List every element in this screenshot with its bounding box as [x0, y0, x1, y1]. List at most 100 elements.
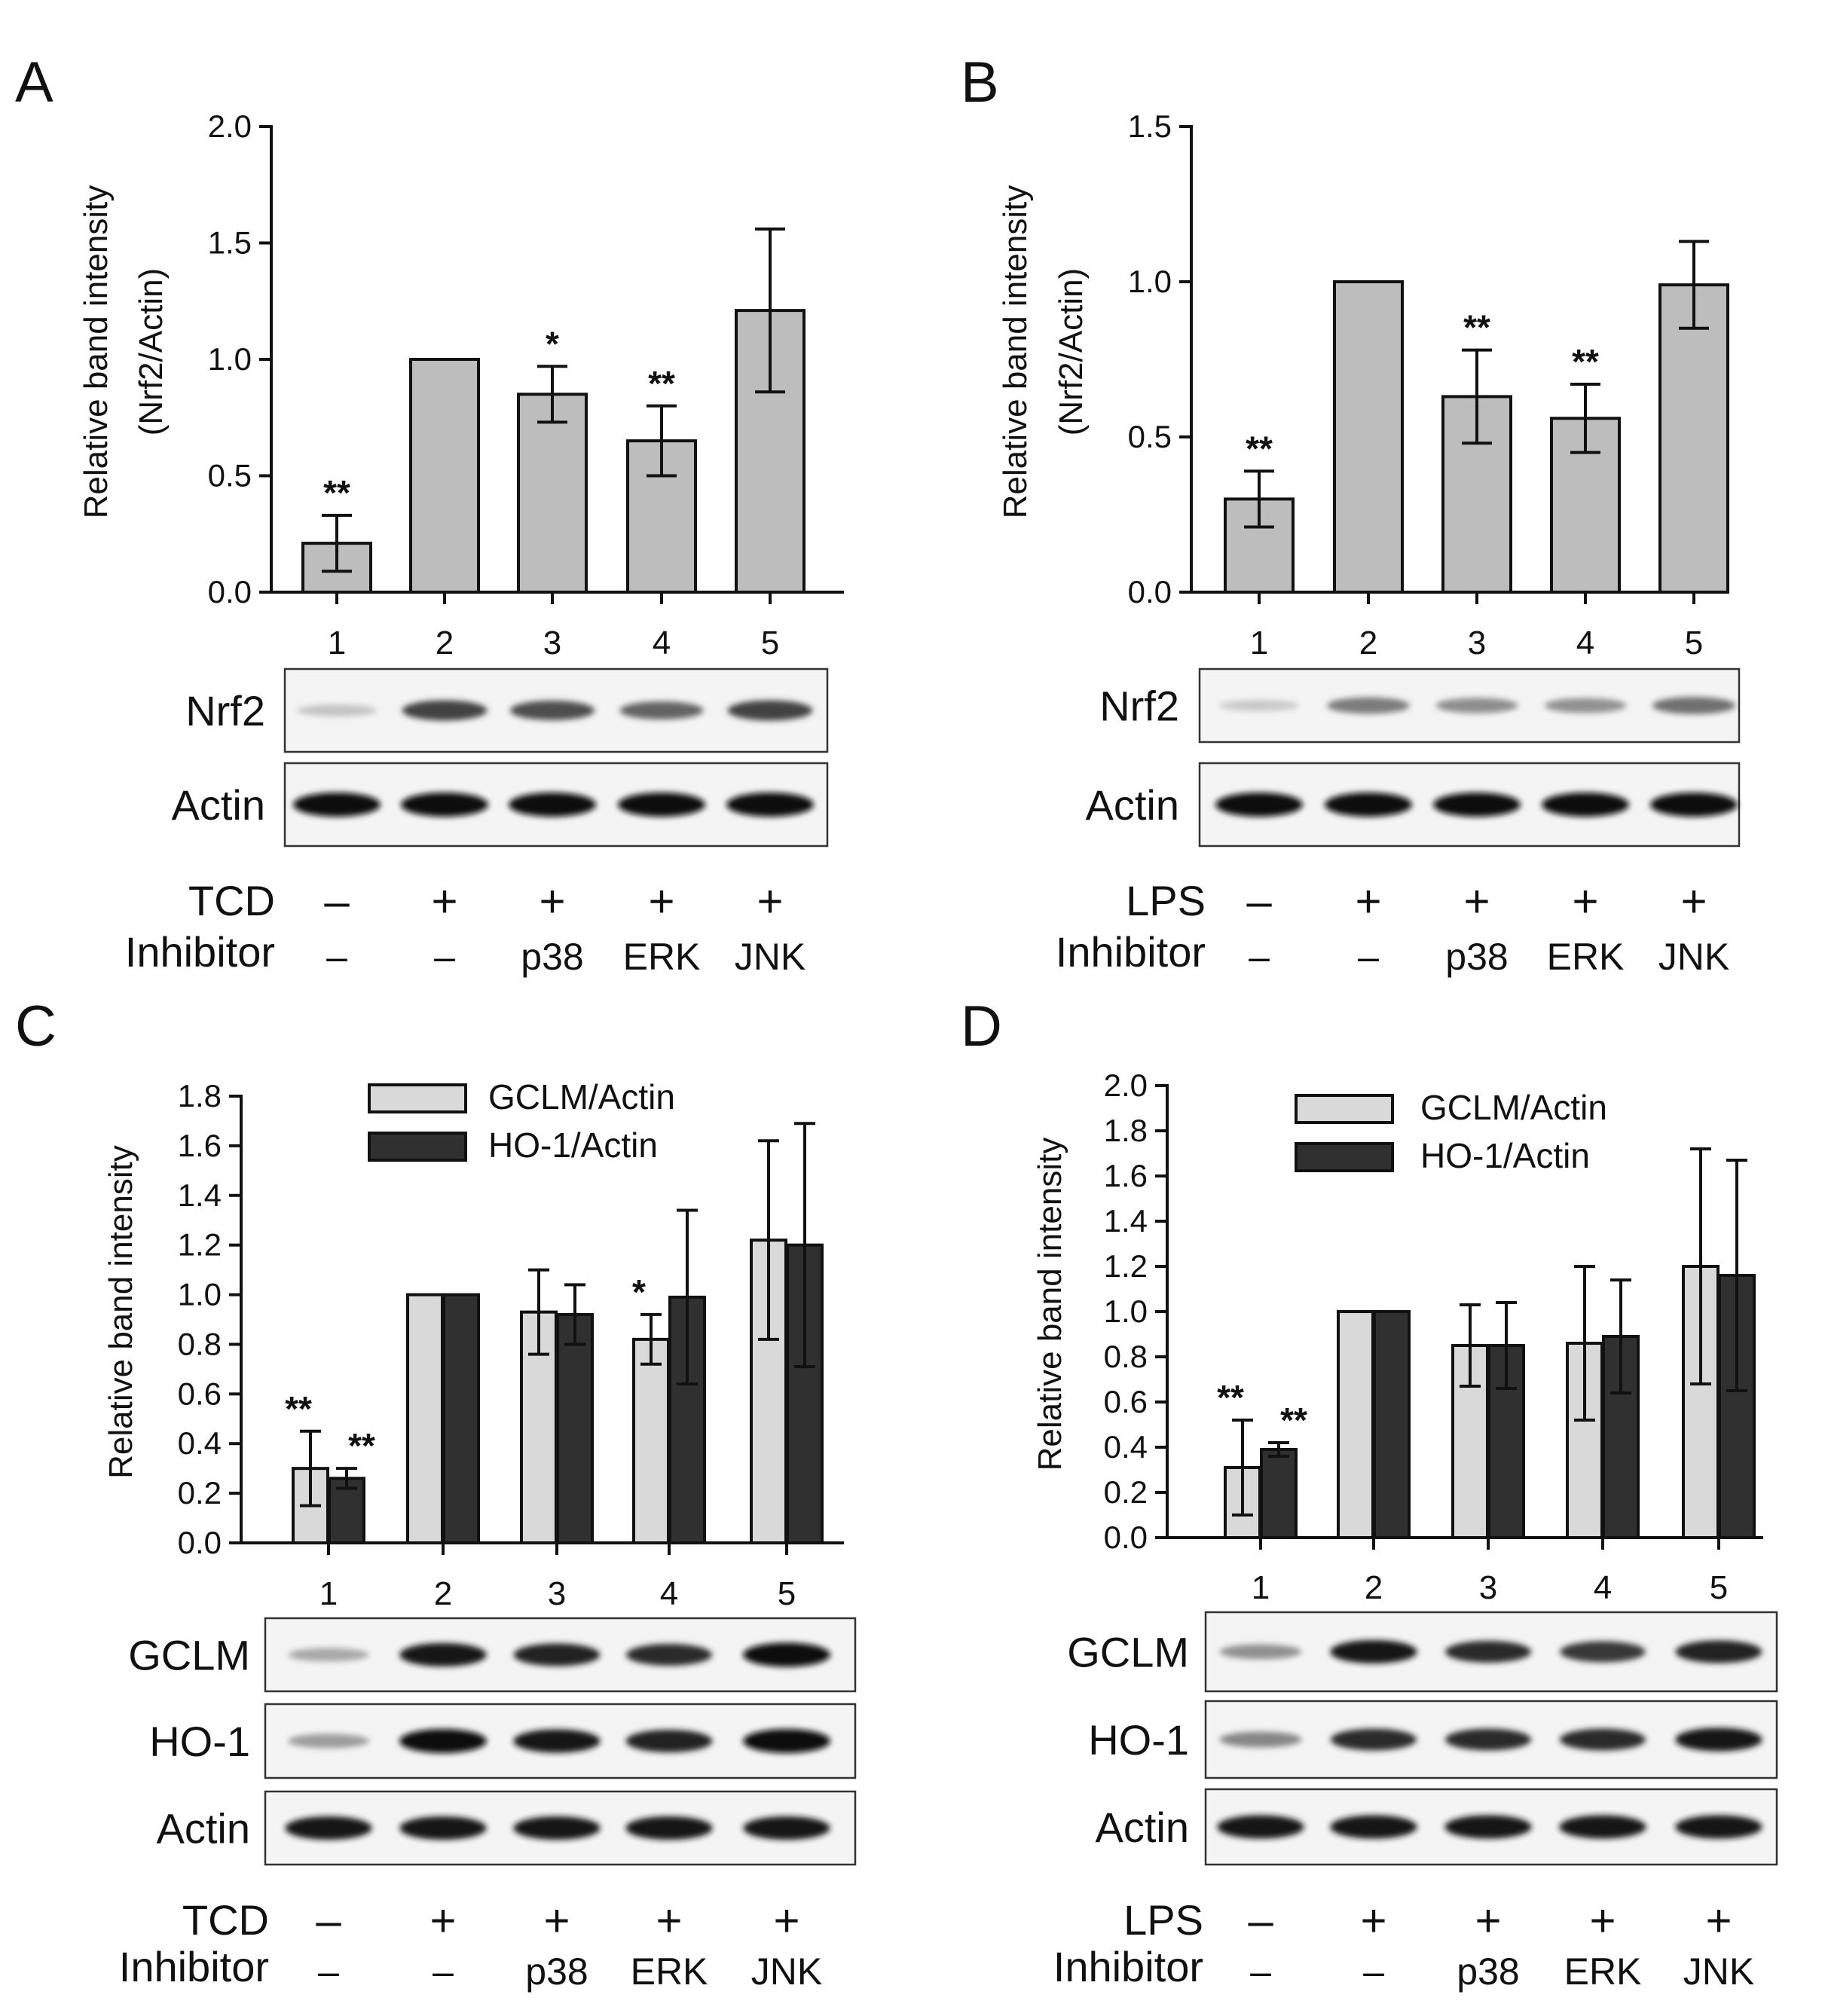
blot-label: Actin	[172, 781, 266, 829]
panel-letter: B	[961, 50, 999, 115]
significance-marker: *	[632, 1272, 646, 1312]
legend-label: GCLM/Actin	[488, 1077, 675, 1116]
x-tick-label: 5	[778, 1575, 796, 1612]
blot-band	[1330, 1815, 1417, 1839]
bar	[1337, 1310, 1374, 1539]
treatment-value: +	[656, 1895, 682, 1946]
treatment-value: +	[648, 876, 674, 927]
legend-swatch	[1295, 1094, 1394, 1124]
x-tick-label: 4	[660, 1575, 678, 1612]
bar	[517, 393, 588, 594]
treatment-value: +	[1463, 876, 1490, 927]
treatment-value: +	[1475, 1895, 1501, 1946]
y-tick-label: 1.0	[1128, 264, 1172, 299]
y-axis-label: Relative band intensity	[78, 185, 115, 519]
blot-label: Actin	[157, 1805, 251, 1853]
y-tick-label: 2.0	[208, 108, 252, 144]
y-tick-label: 1.8	[178, 1078, 222, 1113]
bar	[406, 1293, 444, 1544]
x-tick-label: 2	[436, 625, 454, 661]
y-tick-label: 1.0	[1104, 1294, 1148, 1329]
inhibitor-value: –	[1250, 1950, 1271, 1993]
inhibitor-value: p38	[525, 1950, 588, 1993]
blot-band	[285, 1816, 372, 1840]
bar	[1333, 280, 1404, 594]
blot-band	[1215, 793, 1303, 817]
significance-marker: **	[285, 1389, 312, 1428]
blot-band	[513, 1643, 601, 1666]
blot-label: GCLM	[128, 1632, 250, 1679]
treatment-value: +	[543, 1895, 570, 1946]
y-tick-label: 1.4	[1104, 1203, 1148, 1239]
blot-band	[1219, 1644, 1302, 1660]
blot-label: Actin	[1096, 1804, 1190, 1851]
y-tick-label: 0.2	[1104, 1474, 1148, 1510]
x-tick-label: 3	[1468, 625, 1486, 661]
blot-band	[1650, 793, 1738, 817]
inhibitor-label: Inhibitor	[1053, 1943, 1203, 1990]
significance-marker: **	[1572, 342, 1599, 381]
blot-actin: Actin	[157, 1790, 857, 1866]
panels: A 0.0 0.5 1.0 1.5 2.0 1 2 3 4 5 Relative band inten…	[15, 50, 1778, 1993]
panel-letter: D	[961, 994, 1002, 1058]
y-tick-label: 0.8	[1104, 1339, 1148, 1374]
y-tick-label: 0.6	[178, 1376, 222, 1411]
blot-band	[1219, 700, 1299, 711]
bar	[1658, 283, 1729, 594]
panel-letter: A	[15, 50, 53, 115]
inhibitor-value: –	[433, 1950, 454, 1993]
y-axis-label: Relative band intensity	[1032, 1138, 1068, 1471]
treatment-value: +	[430, 1895, 456, 1946]
x-tick-label: 1	[1250, 625, 1268, 661]
y-tick-label: 0.4	[1104, 1429, 1148, 1465]
inhibitor-value: p38	[1445, 936, 1508, 978]
x-tick-label: 5	[1685, 625, 1703, 661]
bar	[1373, 1310, 1411, 1539]
blot-label: Nrf2	[185, 687, 265, 735]
inhibitor-value: –	[1249, 936, 1270, 978]
y-tick-label: 0.5	[1128, 419, 1172, 454]
treatment-label: TCD	[188, 877, 275, 924]
treatment-label: LPS	[1123, 1896, 1203, 1944]
inhibitor-value: ERK	[631, 1950, 708, 1993]
y-tick-label: 1.2	[1104, 1248, 1148, 1284]
x-tick-label: 4	[1594, 1569, 1612, 1606]
y-tick-label: 0.8	[178, 1326, 222, 1361]
panel-letter: C	[15, 994, 57, 1058]
significance-marker: *	[546, 324, 559, 363]
x-tick-label: 2	[434, 1575, 452, 1612]
y-tick-label: 0.0	[178, 1525, 222, 1560]
treatment-value: +	[1680, 876, 1707, 927]
panel-d: D 0.0 0.2 0.4 0.6 0.8 1.0 1.2 1.4 1.6 1.8 2.0 1 2 3 4 5 R…	[961, 994, 1778, 1993]
blot-band	[1559, 1728, 1646, 1751]
blot-band	[726, 793, 814, 817]
inhibitor-value: –	[1363, 1950, 1384, 1993]
blot-band	[1435, 698, 1518, 713]
treatment-value: –	[316, 1895, 341, 1946]
y-tick-label: 1.2	[178, 1227, 222, 1263]
treatment-value: +	[1355, 876, 1381, 927]
blot-label: Actin	[1086, 781, 1180, 829]
x-tick-label: 4	[653, 625, 671, 661]
blot-band	[399, 1729, 487, 1753]
treatment-value: +	[773, 1895, 799, 1946]
blot-band	[288, 1648, 369, 1662]
y-tick-label: 0.2	[178, 1475, 222, 1510]
x-tick-label: 2	[1359, 625, 1377, 661]
y-tick-label: 1.8	[1104, 1113, 1148, 1148]
x-tick-label: 1	[1252, 1569, 1270, 1606]
x-tick-label: 1	[319, 1575, 338, 1612]
blot-band	[1444, 1728, 1532, 1751]
blot-band	[401, 793, 488, 817]
legend-swatch	[1295, 1142, 1394, 1172]
blot-band	[399, 1816, 487, 1840]
bar	[1224, 497, 1295, 594]
y-axis-label: Relative band intensity	[997, 185, 1034, 519]
y-tick-label: 0.6	[1104, 1384, 1148, 1419]
y-tick-label: 1.5	[208, 225, 252, 261]
bar	[442, 1293, 480, 1544]
inhibitor-value: –	[318, 1950, 339, 1993]
y-tick-label: 2.0	[1104, 1068, 1148, 1103]
blot-gclm: GCLM	[1067, 1611, 1778, 1693]
